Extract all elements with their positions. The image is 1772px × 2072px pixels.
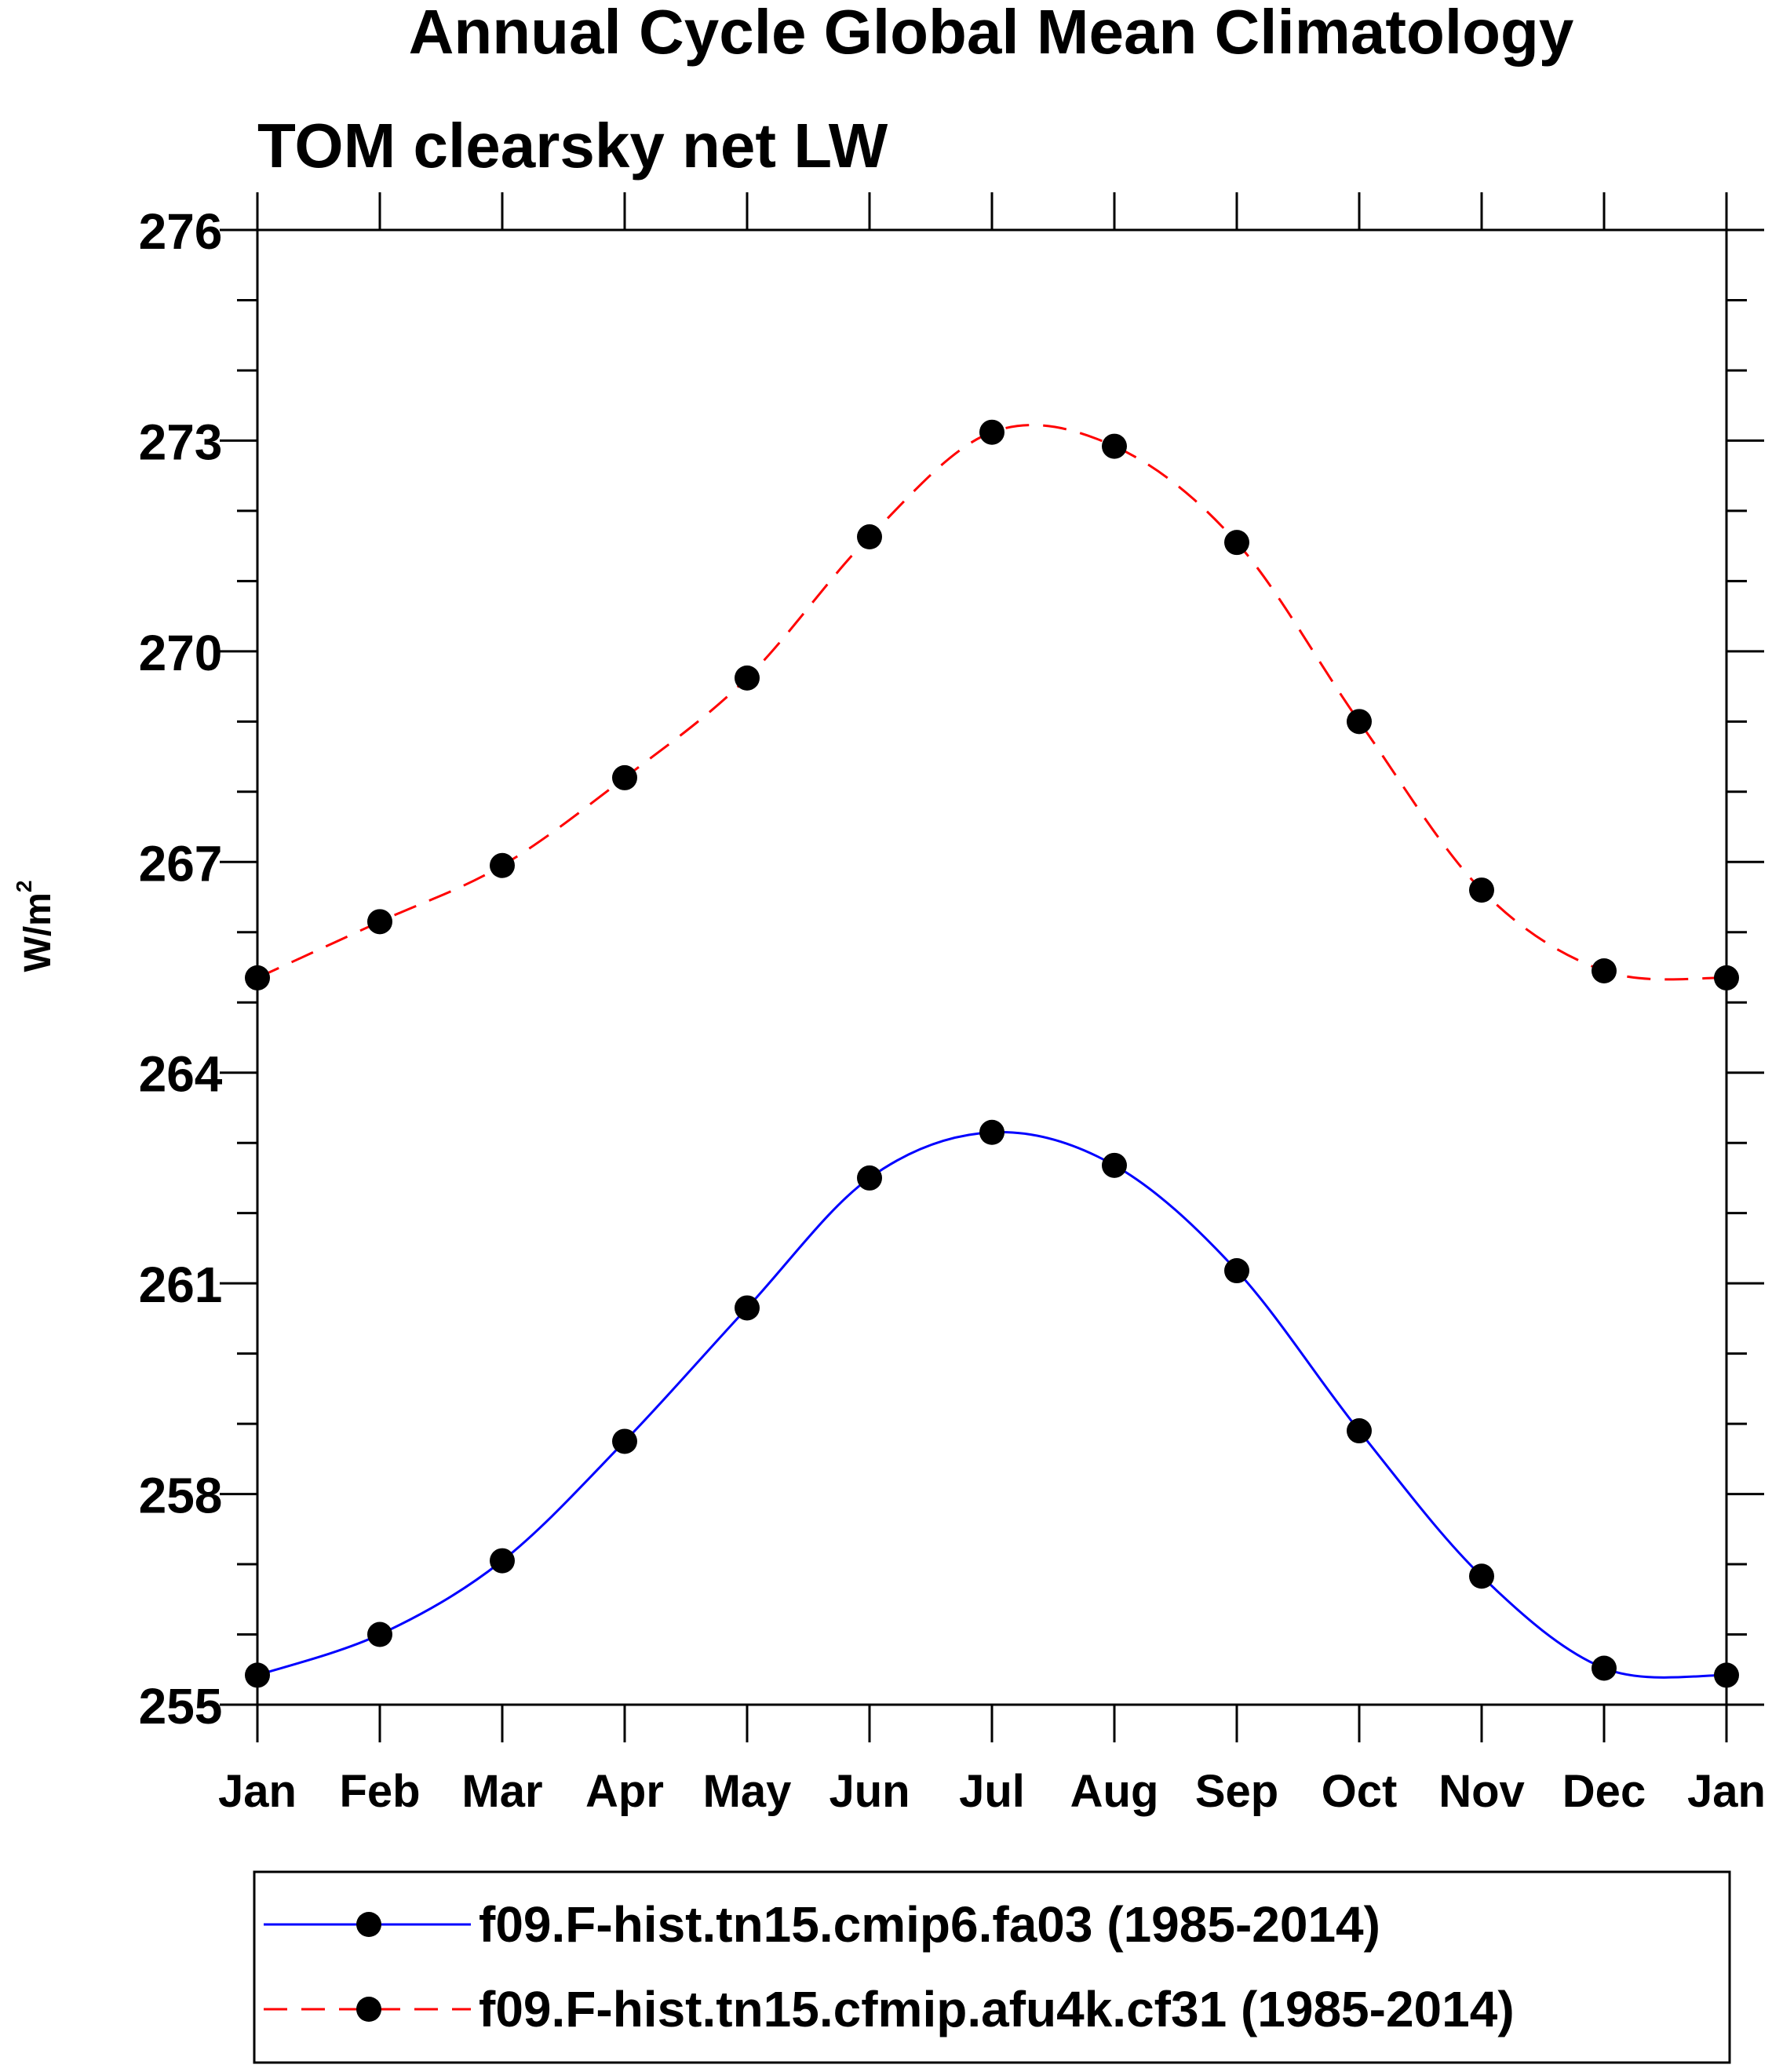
series-1-point-dec	[1592, 1655, 1617, 1681]
x-tick-label: May	[703, 1766, 792, 1817]
y-tick-label: 270	[139, 625, 223, 681]
x-tick-label: Feb	[339, 1766, 420, 1817]
chart-subtitle: TOM clearsky net LW	[257, 111, 888, 181]
x-tick-label: Sep	[1195, 1766, 1278, 1817]
series-1-point-sep	[1224, 1258, 1249, 1284]
series-1-point-may	[735, 1295, 760, 1321]
series-1-point-feb	[367, 1621, 392, 1647]
series-1-point-apr	[612, 1428, 637, 1454]
series-2-point-apr	[612, 764, 637, 790]
x-tick-label: Dec	[1562, 1766, 1646, 1817]
legend-marker-2	[356, 1997, 381, 2022]
series-1-point-jan	[245, 1662, 270, 1688]
y-tick-label: 276	[139, 203, 223, 260]
series-line-1	[257, 1130, 1727, 1679]
x-tick-label: Apr	[585, 1766, 664, 1817]
series-2-point-may	[735, 665, 760, 691]
x-tick-label: Jan	[1687, 1766, 1766, 1817]
series-2-point-nov	[1469, 877, 1494, 903]
chart-title: Annual Cycle Global Mean Climatology	[409, 0, 1574, 67]
series-1-point-jun	[857, 1165, 882, 1191]
series-2-point-jan	[1714, 965, 1739, 990]
series-2-point-dec	[1592, 958, 1617, 983]
plot-area: 255 258 261 264 267 270 273 276 Jan Feb Mar Apr May J…	[139, 192, 1766, 1817]
y-tick-label: 267	[139, 835, 223, 892]
x-tick-label: Nov	[1438, 1766, 1525, 1817]
svg-text:W/m2: W/m2	[12, 881, 59, 972]
legend-label-2: f09.F-hist.tn15.cfmip.afu4k.cf31 (1985-2…	[479, 1981, 1515, 2037]
y-axis-label-superscript: 2	[12, 881, 36, 893]
y-tick-label: 261	[139, 1257, 223, 1313]
x-tick-label: Jun	[829, 1766, 910, 1817]
series-2-point-mar	[490, 852, 515, 878]
y-axis-label: W/m2	[12, 881, 59, 972]
plot-frame	[256, 228, 1728, 1706]
legend-marker-1	[356, 1912, 381, 1937]
x-tick-label: Mar	[461, 1766, 542, 1817]
x-tick-label: Oct	[1322, 1766, 1398, 1817]
series-1-point-aug	[1102, 1152, 1127, 1178]
series-2-point-aug	[1102, 433, 1127, 459]
y-tick-label: 255	[139, 1678, 223, 1735]
series-2-point-jul	[979, 419, 1004, 445]
x-tick-label: Jul	[959, 1766, 1025, 1817]
y-tick-label: 258	[139, 1468, 223, 1524]
series-2-point-feb	[367, 909, 392, 935]
series-1-point-mar	[490, 1548, 515, 1574]
x-tick-label: Jan	[218, 1766, 297, 1817]
legend-box	[253, 1870, 1731, 2064]
legend-label-1: f09.F-hist.tn15.cmip6.fa03 (1985-2014)	[479, 1896, 1380, 1953]
series-2-point-jan	[245, 965, 270, 990]
legend: f09.F-hist.tn15.cmip6.fa03 (1985-2014) f0…	[264, 1896, 1515, 2037]
series-1-point-nov	[1469, 1563, 1494, 1589]
x-tick-label: Aug	[1070, 1766, 1159, 1817]
series-1-point-jan	[1714, 1662, 1739, 1688]
y-axis-label-text: W/m	[17, 892, 59, 972]
series-2-point-sep	[1224, 530, 1249, 556]
y-tick-label: 273	[139, 414, 223, 470]
series-1-point-oct	[1347, 1418, 1372, 1444]
y-tick-label: 264	[139, 1046, 223, 1103]
series-2-point-oct	[1347, 709, 1372, 735]
series-line-2	[257, 424, 1727, 981]
series-1-point-jul	[979, 1119, 1004, 1145]
series-2-point-jun	[857, 524, 882, 550]
